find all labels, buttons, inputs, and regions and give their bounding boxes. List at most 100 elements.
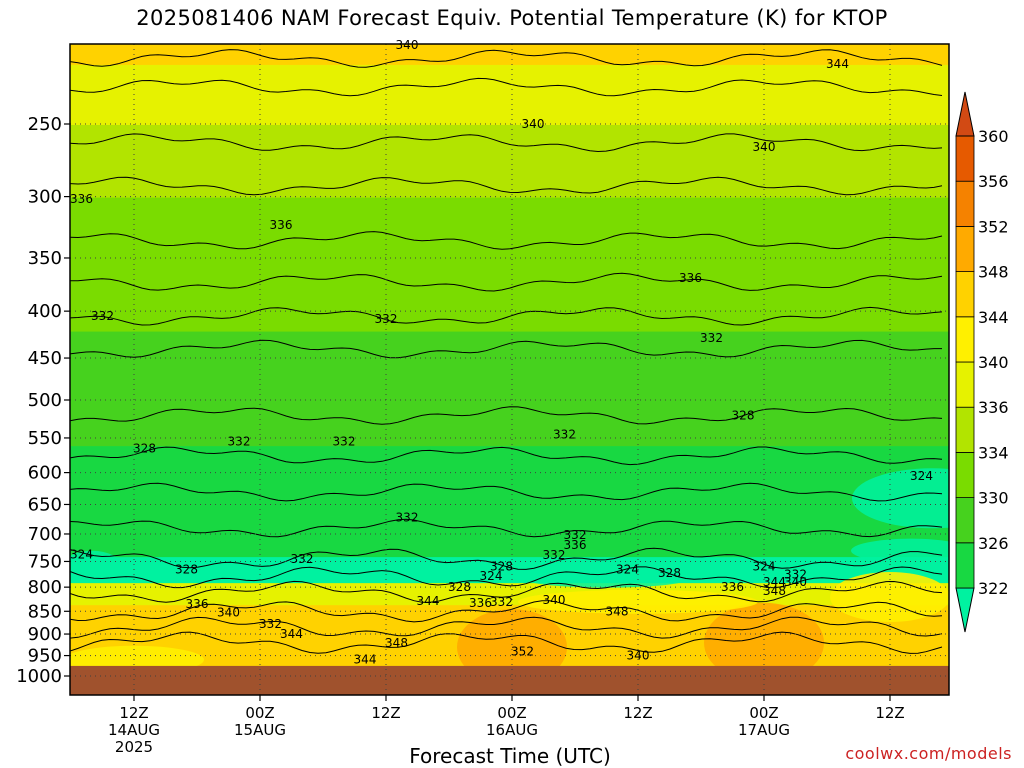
contour-label-16: 332 — [396, 511, 419, 525]
y-tick-label-800: 800 — [28, 577, 62, 598]
contour-line-16 — [70, 616, 943, 639]
y-tick-label-300: 300 — [28, 187, 62, 208]
fill-band-3 — [70, 504, 949, 558]
fill-band-4 — [70, 445, 949, 506]
contour-line-1 — [70, 77, 943, 97]
colorbar-tick-label-334: 334 — [978, 443, 1009, 462]
contour-label-18: 336 — [564, 538, 587, 552]
y-tick-label-950: 950 — [28, 646, 62, 667]
x-tick-label-5-1: 17AUG — [738, 721, 790, 739]
cool-pocket-0 — [70, 550, 122, 583]
colorbar: 322 326 330 334 336 340 344 348 352 356 360 — [955, 91, 1009, 633]
fill-band-6 — [70, 330, 949, 385]
fill-band-8 — [70, 196, 949, 271]
fill-band-5 — [70, 383, 949, 447]
contour-line-5 — [70, 272, 943, 292]
colorbar-swatch-3 — [955, 406, 975, 453]
contour-line-7 — [70, 339, 942, 359]
contour-label-11: 328 — [133, 442, 156, 456]
x-tick-label-3-1: 16AUG — [486, 721, 538, 739]
colorbar-swatch-7 — [955, 225, 975, 272]
contour-label-31: 336 — [721, 580, 744, 594]
plot-area — [70, 44, 949, 686]
chart-title: 2025081406 NAM Forecast Equiv. Potential… — [136, 6, 888, 30]
grid-lines — [70, 44, 949, 695]
y-tick-label-450: 450 — [28, 348, 62, 369]
y-tick-label-700: 700 — [28, 524, 62, 545]
ground-layer — [70, 665, 949, 695]
contour-label-44: 352 — [511, 644, 534, 658]
colorbar-tick-label-322: 322 — [978, 579, 1009, 598]
colorbar-tick-label-340: 340 — [978, 353, 1009, 372]
contour-label-37: 340 — [543, 593, 566, 607]
colorbar-high-arrow — [955, 91, 975, 137]
contour-label-40: 340 — [217, 606, 240, 620]
contour-label-2: 340 — [522, 117, 545, 131]
colorbar-tick-label-360: 360 — [978, 127, 1009, 146]
contour-label-19: 332 — [291, 552, 314, 566]
x-tick-label-3-0: 00Z — [497, 704, 526, 722]
fill-band-7 — [70, 269, 949, 332]
contour-label-22: 328 — [175, 562, 198, 576]
ground-fill — [70, 665, 949, 695]
colorbar-swatch-4 — [955, 361, 975, 408]
contour-lines — [70, 49, 943, 654]
plot-frame — [69, 43, 950, 696]
contour-label-36: 332 — [490, 595, 513, 609]
colorbar-tick-label-352: 352 — [978, 217, 1009, 236]
y-tick-label-500: 500 — [28, 390, 62, 411]
y-tick-label-750: 750 — [28, 551, 62, 572]
contour-line-6 — [70, 306, 943, 326]
contour-line-8 — [70, 406, 943, 425]
y-tick-label-400: 400 — [28, 301, 62, 322]
contour-label-4: 336 — [70, 192, 93, 206]
contour-label-14: 332 — [553, 427, 576, 441]
contour-label-9: 332 — [700, 331, 723, 345]
colorbar-swatch-8 — [955, 180, 975, 227]
contour-label-43: 348 — [385, 636, 408, 650]
contour-label-0: 340 — [396, 38, 419, 52]
x-tick-label-2-0: 12Z — [371, 704, 400, 722]
colorbar-tick-label-356: 356 — [978, 172, 1009, 191]
contour-label-23: 328 — [490, 560, 513, 574]
contour-line-17 — [70, 631, 943, 654]
contour-label-21: 324 — [70, 547, 93, 561]
contour-line-14 — [70, 580, 943, 603]
contour-label-1: 344 — [826, 57, 849, 71]
x-axis-label: Forecast Time (UTC) — [409, 744, 611, 768]
colorbar-tick-label-336: 336 — [978, 398, 1009, 417]
contour-label-32: 348 — [763, 584, 786, 598]
contour-label-3: 340 — [753, 140, 776, 154]
contour-label-39: 336 — [186, 597, 209, 611]
contour-line-9 — [70, 446, 943, 466]
contour-line-2 — [70, 133, 943, 153]
contour-label-28: 332 — [784, 568, 807, 582]
contour-line-3 — [70, 176, 943, 196]
contour-label-41: 332 — [259, 617, 282, 631]
colorbar-tick-label-330: 330 — [978, 489, 1009, 508]
contour-label-38: 348 — [606, 604, 629, 618]
contour-label-20: 332 — [543, 548, 566, 562]
contour-label-25: 324 — [616, 562, 639, 576]
contour-label-15: 324 — [910, 469, 933, 483]
colorbar-swatch-6 — [955, 271, 975, 318]
contour-line-11 — [70, 518, 943, 538]
contour-label-6: 336 — [679, 271, 702, 285]
contour-line-15 — [70, 600, 943, 623]
contour-label-8: 332 — [375, 312, 398, 326]
y-axis: 2503003504004505005506006507007508008509… — [16, 114, 70, 687]
credit-text: coolwx.com/models — [845, 744, 1012, 763]
colorbar-swatch-9 — [955, 135, 975, 182]
y-tick-label-550: 550 — [28, 428, 62, 449]
contour-label-7: 332 — [91, 309, 114, 323]
contour-label-46: 340 — [627, 649, 650, 663]
fill-band-11 — [70, 44, 949, 65]
y-tick-label-1000: 1000 — [16, 666, 62, 687]
contour-label-33: 328 — [448, 580, 471, 594]
y-tick-label-650: 650 — [28, 494, 62, 515]
x-tick-label-4-0: 12Z — [623, 704, 652, 722]
colorbar-tick-label-344: 344 — [978, 308, 1009, 327]
x-tick-label-0-1: 14AUG — [108, 721, 160, 739]
